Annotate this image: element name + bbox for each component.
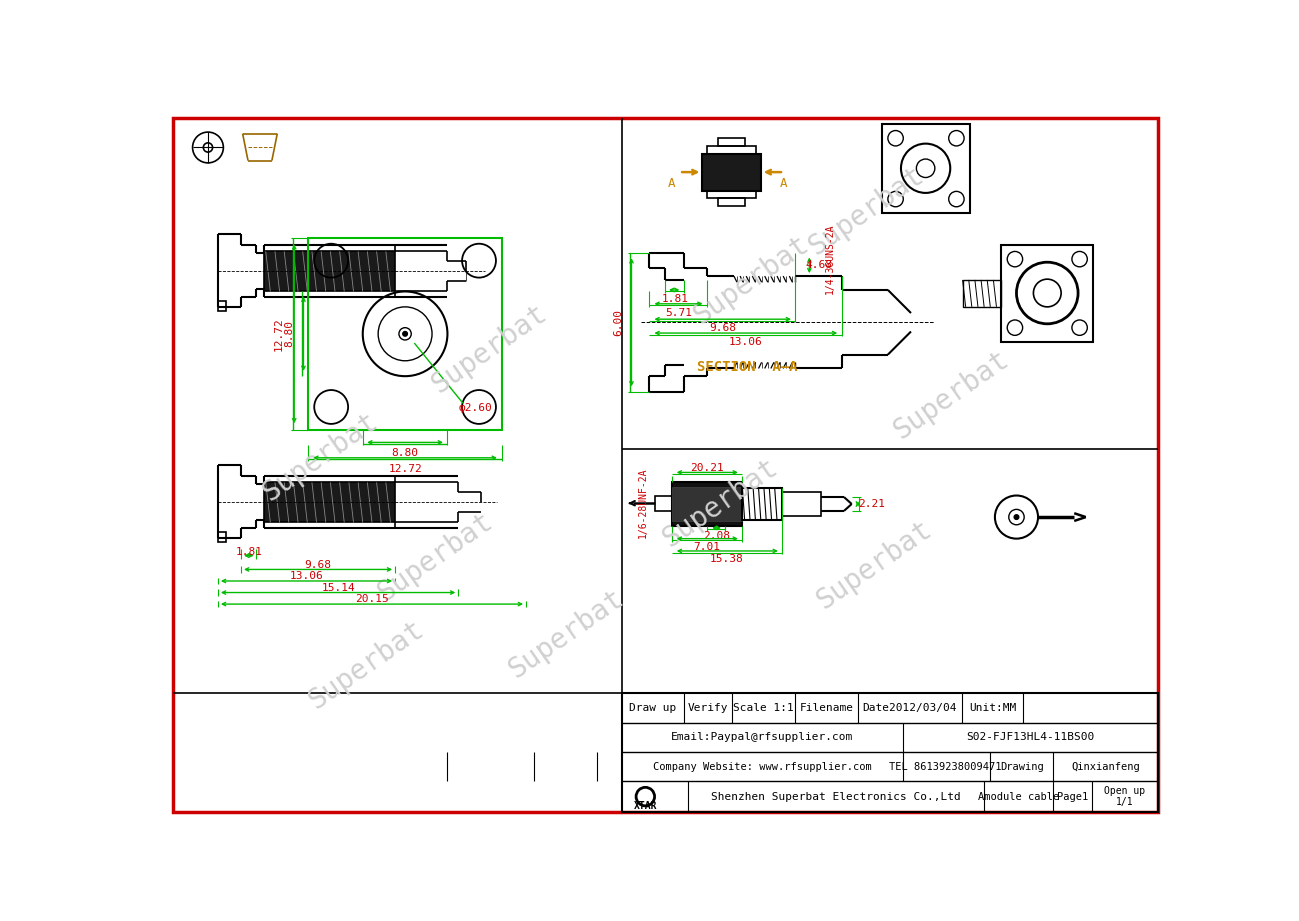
Text: Superbat: Superbat [373,507,498,607]
Bar [963,280,1002,307]
Text: Superbat: Superbat [811,515,937,614]
Text: Superbat: Superbat [889,345,1015,446]
Bar [308,238,503,430]
Text: 8.80: 8.80 [283,321,294,347]
Bar [718,138,746,146]
Bar [742,488,782,520]
Text: Filename: Filename [799,703,853,713]
Text: Email:Paypal@rfsupplier.com: Email:Paypal@rfsupplier.com [672,732,853,742]
Text: 1/4-36UNS-2A: 1/4-36UNS-2A [825,224,835,295]
Text: φ2.60: φ2.60 [459,402,492,413]
Text: TEL 86139238009471: TEL 86139238009471 [890,762,1002,772]
Text: 1.81: 1.81 [662,294,688,304]
Text: 9.68: 9.68 [304,560,331,570]
Text: Qinxianfeng: Qinxianfeng [1072,762,1141,772]
Text: 1/6-28UNF-2A: 1/6-28UNF-2A [638,468,648,539]
Text: 15.14: 15.14 [321,583,355,593]
Text: 20.15: 20.15 [355,594,388,604]
Text: Superbat: Superbat [426,299,552,399]
Text: Open up
1/1: Open up 1/1 [1104,786,1146,808]
Text: 13.06: 13.06 [729,336,763,346]
Circle shape [1015,515,1018,519]
Bar [218,301,226,310]
Bar [782,492,821,517]
Text: 15.38: 15.38 [711,554,744,565]
Text: 12.72: 12.72 [388,463,422,473]
Text: Superbat: Superbat [257,407,382,507]
Text: Verify: Verify [687,703,727,713]
Text: Superbat: Superbat [803,161,929,261]
Text: 2.21: 2.21 [859,499,885,509]
Bar [655,495,672,511]
Text: Superbat: Superbat [688,230,813,330]
Bar [1002,245,1094,342]
Text: XTAR: XTAR [634,801,657,810]
Bar [703,154,761,191]
Text: Company Website: www.rfsupplier.com: Company Website: www.rfsupplier.com [653,762,872,772]
Text: 8.80: 8.80 [391,449,418,458]
Circle shape [403,332,408,336]
Text: Superbat: Superbat [657,453,783,554]
Text: Draw up: Draw up [630,703,677,713]
Text: A: A [668,177,675,190]
Text: 6.00: 6.00 [613,309,624,336]
Text: Unit:MM: Unit:MM [969,703,1016,713]
Text: Date2012/03/04: Date2012/03/04 [863,703,956,713]
Text: S02-FJF13HL4-11BS00: S02-FJF13HL4-11BS00 [966,732,1095,742]
Text: 2.08: 2.08 [703,531,730,542]
Text: Page1: Page1 [1057,791,1089,801]
Text: Superbat: Superbat [503,584,629,684]
Bar [882,124,970,213]
Text: 1.81: 1.81 [235,547,262,556]
Text: Drawing: Drawing [1000,762,1043,772]
Bar [672,487,742,521]
Bar [264,483,395,522]
Text: Shenzhen Superbat Electronics Co.,Ltd: Shenzhen Superbat Electronics Co.,Ltd [711,791,960,801]
Bar [718,198,746,206]
Bar [218,532,226,542]
Text: SECTION  A—A: SECTION A—A [698,360,798,374]
Text: 7.01: 7.01 [694,542,721,552]
Bar [264,251,395,291]
Text: 4.68: 4.68 [805,260,833,270]
Text: Amodule cable: Amodule cable [978,791,1060,801]
Text: 9.68: 9.68 [709,322,735,332]
Bar [672,482,742,526]
Bar [622,694,1159,812]
Text: 13.06: 13.06 [290,571,323,581]
Bar [707,146,756,154]
Text: 12.72: 12.72 [274,317,283,351]
Bar [707,191,756,198]
Text: 5.71: 5.71 [665,308,692,318]
Text: Scale 1:1: Scale 1:1 [733,703,794,713]
Text: A: A [781,177,787,190]
Text: Superbat: Superbat [303,615,429,715]
Text: 20.21: 20.21 [690,462,724,472]
